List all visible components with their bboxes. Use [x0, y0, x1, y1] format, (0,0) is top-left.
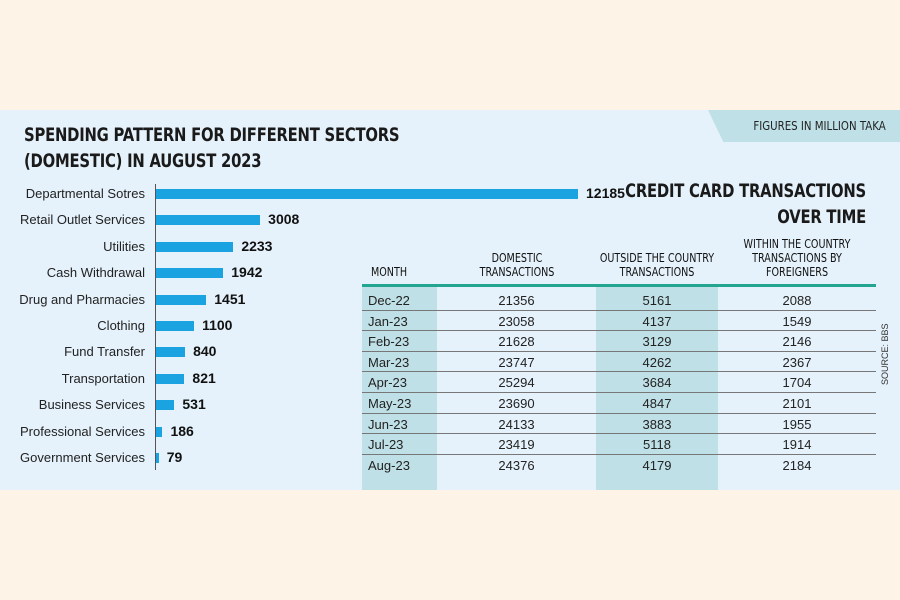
within-cell: 1955: [782, 416, 812, 432]
outside-cell: 3883: [642, 416, 672, 432]
table-row: Jan-23 23058 4137 1549: [362, 310, 876, 332]
outside-cell: 3684: [642, 375, 672, 391]
category-label: Fund Transfer: [64, 344, 145, 360]
domestic-cell: 24133: [498, 416, 535, 432]
outside-cell: 5161: [642, 293, 672, 308]
domestic-cell: 21628: [498, 334, 535, 350]
table-row: Jul-23 23419 5118 1914: [362, 433, 876, 455]
value-label: 2233: [241, 237, 273, 254]
month-cell: May-23: [368, 396, 412, 411]
domestic-cell: 23419: [498, 437, 535, 453]
bar: [156, 400, 175, 411]
bar: [156, 347, 186, 358]
within-cell: 2146: [782, 334, 812, 350]
category-label: Cash Withdrawal: [46, 265, 145, 281]
category-label: Drug and Pharmacies: [19, 291, 145, 307]
value-label: 3008: [268, 211, 300, 228]
category-label: Retail Outlet Services: [20, 212, 145, 228]
chart-title: SPENDING PATTERN FOR DIFFERENT SECTORS (…: [24, 124, 400, 172]
month-cell: Jul-23: [368, 437, 404, 453]
month-cell: Dec-22: [368, 293, 410, 308]
value-label: 79: [166, 449, 183, 465]
table-row: May-23 23690 4847 2101: [362, 392, 876, 414]
value-label: 840: [193, 343, 217, 360]
month-cell: Feb-23: [368, 334, 410, 350]
chart-axis: [155, 184, 156, 470]
within-cell: 1549: [782, 313, 812, 329]
category-label: Business Services: [38, 397, 145, 413]
domestic-cell: 23747: [498, 354, 535, 370]
units-note: FIGURES IN MILLION TAKA: [753, 119, 886, 133]
value-label: 12185: [586, 185, 625, 201]
within-cell: 2184: [782, 457, 812, 473]
bar: [156, 241, 234, 252]
within-cell: 2101: [782, 396, 812, 411]
outside-cell: 4847: [642, 396, 672, 411]
bar: [156, 215, 261, 226]
source-note: SOURCE: BBS: [880, 323, 890, 385]
value-label: 1451: [214, 290, 246, 307]
domestic-cell: 24376: [498, 457, 535, 473]
value-label: 1942: [231, 264, 263, 281]
outside-cell: 3129: [642, 334, 672, 350]
bar: [156, 426, 163, 437]
value-label: 186: [170, 422, 194, 439]
month-column-shade: [362, 286, 437, 490]
month-cell: Mar-23: [368, 354, 410, 370]
table-row: Apr-23 25294 3684 1704: [362, 371, 876, 393]
table-title: CREDIT CARD TRANSACTIONS OVER TIME: [625, 180, 866, 228]
value-label: 1100: [202, 317, 233, 333]
header-outside: OUTSIDE THE COUNTRY TRANSACTIONS: [599, 251, 715, 279]
month-cell: Jun-23: [368, 416, 408, 432]
category-label: Transportation: [61, 370, 145, 386]
domestic-cell: 21356: [498, 293, 535, 308]
month-cell: Apr-23: [368, 375, 408, 391]
domestic-cell: 25294: [498, 375, 535, 391]
bar: [156, 294, 207, 305]
table-row: Jun-23 24133 3883 1955: [362, 413, 876, 435]
bar: [156, 453, 159, 463]
outside-cell: 5118: [643, 437, 671, 453]
within-cell: 1704: [782, 375, 812, 391]
table-row: Mar-23 23747 4262 2367: [362, 351, 876, 373]
value-label: 531: [182, 396, 206, 413]
value-label: 821: [192, 369, 216, 386]
header-within: WITHIN THE COUNTRY TRANSACTIONS BY FOREI…: [743, 237, 851, 279]
category-label: Professional Services: [20, 423, 145, 439]
table-row: Aug-23 24376 4179 2184: [362, 454, 876, 475]
category-label: Government Services: [20, 450, 145, 465]
outside-cell: 4179: [642, 457, 672, 473]
outside-cell: 4137: [642, 313, 672, 329]
month-cell: Jan-23: [368, 313, 408, 329]
bar: [156, 268, 224, 279]
outside-column-shade: [596, 286, 718, 490]
category-label: Departmental Sotres: [25, 186, 145, 201]
units-tag: FIGURES IN MILLION TAKA: [708, 110, 900, 142]
within-cell: 2367: [782, 354, 812, 370]
within-cell: 1914: [782, 437, 812, 453]
domestic-cell: 23058: [498, 313, 535, 329]
category-label: Utilities: [103, 238, 145, 254]
domestic-cell: 23690: [498, 396, 535, 411]
bar: [156, 321, 195, 331]
table-row: Feb-23 21628 3129 2146: [362, 330, 876, 352]
bar: [156, 189, 578, 199]
infographic-panel: [0, 110, 900, 490]
outside-cell: 4262: [642, 354, 672, 370]
header-domestic: DOMESTIC TRANSACTIONS: [479, 251, 555, 279]
table-row: Dec-22 21356 5161 2088: [362, 289, 876, 311]
within-cell: 2088: [782, 293, 812, 308]
header-month: MONTH: [370, 265, 408, 279]
bar: [156, 373, 185, 384]
month-cell: Aug-23: [368, 457, 410, 473]
header-rule: [362, 284, 876, 287]
category-label: Clothing: [97, 318, 145, 333]
